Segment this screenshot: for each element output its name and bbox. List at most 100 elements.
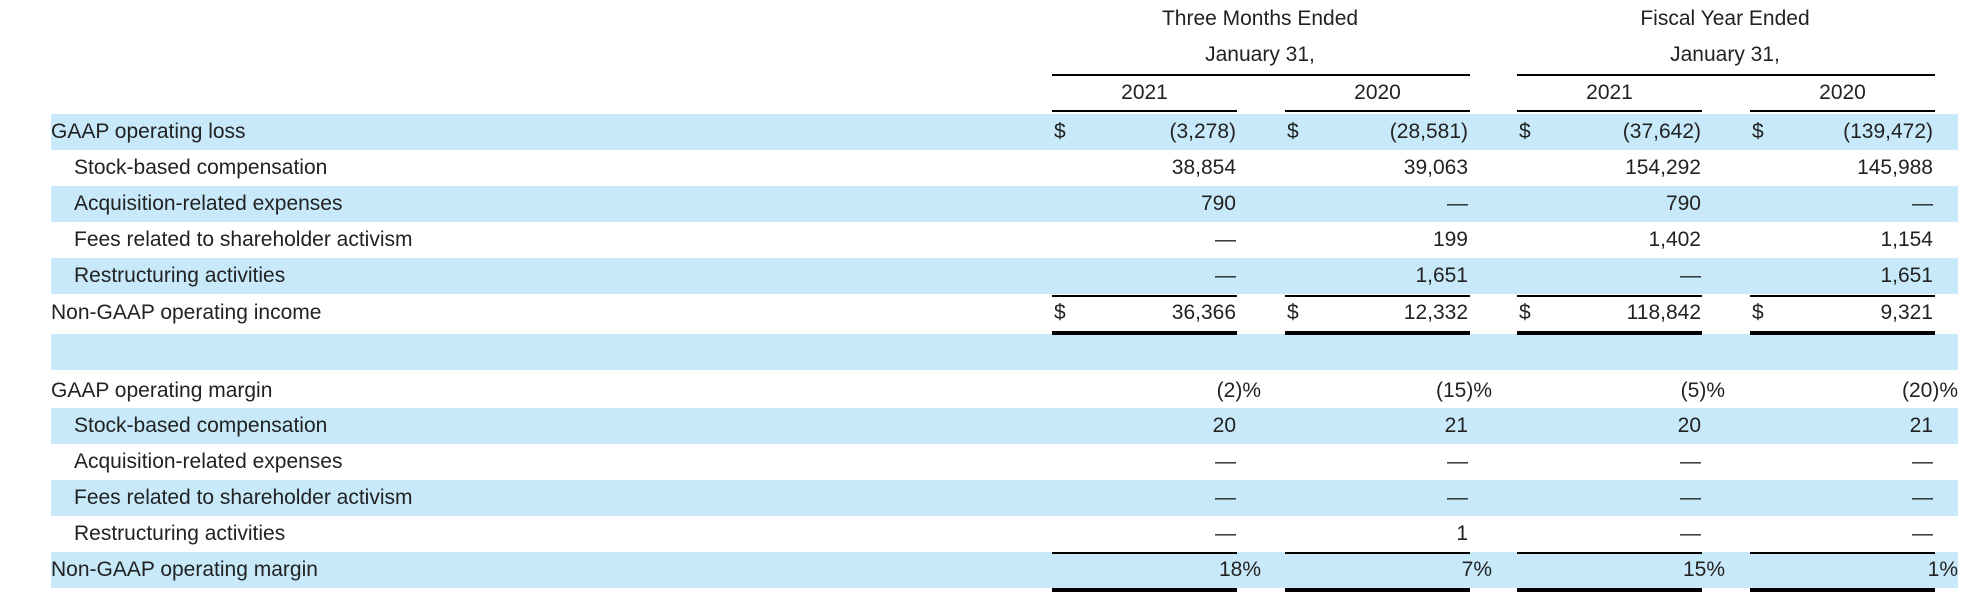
value-cell: — — [1680, 486, 1701, 509]
value-cell: 38,854 — [1171, 156, 1236, 179]
table-row: Restructuring activities — 1,651 — 1,651 — [51, 258, 1958, 294]
row-label: Stock-based compensation — [74, 156, 328, 179]
value-cell: — — [1912, 486, 1933, 509]
header-rule-fiscal-year — [1517, 74, 1935, 76]
table-row: Non-GAAP operating margin 18% 7% 15% 1% — [51, 552, 1958, 588]
row-label: Non-GAAP operating margin — [51, 558, 318, 581]
subtotal-rule — [1517, 552, 1702, 554]
value-cell: 21 — [1444, 414, 1468, 437]
row-label: GAAP operating margin — [51, 379, 273, 402]
value-cell: — — [1680, 450, 1701, 473]
subtotal-rule — [1052, 552, 1237, 554]
currency-symbol: $ — [1287, 120, 1299, 143]
header-fiscal-year-line2: January 31, — [1670, 43, 1780, 66]
table-row: Acquisition-related expenses — — — — — [51, 444, 1958, 480]
row-label: GAAP operating loss — [51, 120, 246, 143]
year-rule-col1 — [1052, 110, 1237, 112]
value-cell: (20)% — [1901, 379, 1958, 402]
value-cell: 18% — [1218, 558, 1261, 581]
row-label: Restructuring activities — [74, 264, 286, 287]
table-row: GAAP operating margin (2)% (15)% (5)% (20)% — [51, 373, 1958, 409]
header-three-months-line1: Three Months Ended — [1161, 7, 1359, 30]
total-double-rule — [1285, 588, 1470, 592]
total-double-rule — [1750, 588, 1935, 592]
subtotal-rule — [1750, 295, 1935, 297]
value-cell: 12,332 — [1403, 301, 1468, 324]
currency-symbol: $ — [1519, 301, 1531, 324]
table-row: Stock-based compensation 38,854 39,063 154,… — [51, 150, 1958, 186]
total-double-rule — [1517, 331, 1702, 335]
currency-symbol: $ — [1752, 120, 1764, 143]
total-double-rule — [1052, 588, 1237, 592]
header-fiscal-year-line1: Fiscal Year Ended — [1640, 7, 1810, 30]
total-double-rule — [1517, 588, 1702, 592]
value-cell: — — [1215, 450, 1236, 473]
row-label: Stock-based compensation — [74, 414, 328, 437]
table-row — [51, 334, 1958, 370]
currency-symbol: $ — [1054, 120, 1066, 143]
value-cell: (3,278) — [1169, 120, 1236, 143]
subtotal-rule — [1052, 295, 1237, 297]
value-cell: (139,472) — [1843, 120, 1933, 143]
value-cell: — — [1215, 228, 1236, 251]
value-cell: 20 — [1212, 414, 1236, 437]
year-header-col4: 2020 — [1819, 81, 1866, 104]
currency-symbol: $ — [1752, 301, 1764, 324]
table-row: Restructuring activities — 1 — — — [51, 516, 1958, 552]
value-cell: 145,988 — [1857, 156, 1933, 179]
value-cell: — — [1680, 522, 1701, 545]
value-cell: 9,321 — [1880, 301, 1933, 324]
value-cell: 15% — [1682, 558, 1725, 581]
table-row: Fees related to shareholder activism — — — — — [51, 480, 1958, 516]
value-cell: 154,292 — [1625, 156, 1701, 179]
table-row: Non-GAAP operating income $36,366 $12,332 $… — [51, 295, 1958, 331]
subtotal-rule — [1517, 295, 1702, 297]
subtotal-rule — [1285, 552, 1470, 554]
value-cell: 39,063 — [1403, 156, 1468, 179]
value-cell: — — [1912, 450, 1933, 473]
currency-symbol: $ — [1054, 301, 1066, 324]
value-cell: (5)% — [1680, 379, 1725, 402]
value-cell: 1,651 — [1415, 264, 1468, 287]
value-cell: — — [1215, 486, 1236, 509]
row-label: Fees related to shareholder activism — [74, 228, 413, 251]
value-cell: — — [1447, 192, 1468, 215]
value-cell: 118,842 — [1626, 301, 1701, 324]
row-label: Restructuring activities — [74, 522, 286, 545]
year-header-col2: 2020 — [1354, 81, 1401, 104]
value-cell: — — [1680, 264, 1701, 287]
value-cell: — — [1215, 264, 1236, 287]
year-rule-col4 — [1750, 110, 1935, 112]
value-cell: (2)% — [1216, 379, 1261, 402]
year-rule-col3 — [1517, 110, 1702, 112]
subtotal-rule — [1750, 552, 1935, 554]
row-label: Fees related to shareholder activism — [74, 486, 413, 509]
year-rule-col2 — [1285, 110, 1470, 112]
value-cell: — — [1447, 450, 1468, 473]
total-double-rule — [1052, 331, 1237, 335]
header-three-months-line2: January 31, — [1205, 43, 1315, 66]
year-header-col3: 2021 — [1586, 81, 1633, 104]
table-row: Acquisition-related expenses 790 — 790 — — [51, 186, 1958, 222]
value-cell: 1,402 — [1648, 228, 1701, 251]
value-cell: — — [1447, 486, 1468, 509]
value-cell: (15)% — [1435, 379, 1492, 402]
row-label: Acquisition-related expenses — [74, 192, 343, 215]
subtotal-rule — [1285, 295, 1470, 297]
header-rule-three-months — [1052, 74, 1470, 76]
value-cell: 199 — [1432, 228, 1468, 251]
total-double-rule — [1285, 331, 1470, 335]
value-cell: — — [1215, 522, 1236, 545]
value-cell: 1 — [1456, 522, 1468, 545]
value-cell: 1% — [1927, 558, 1958, 581]
value-cell: (28,581) — [1389, 120, 1468, 143]
table-row: Stock-based compensation 20 21 20 21 — [51, 408, 1958, 444]
row-label: Acquisition-related expenses — [74, 450, 343, 473]
table-row: Fees related to shareholder activism — 199… — [51, 222, 1958, 258]
value-cell: 1,651 — [1880, 264, 1933, 287]
row-label: Non-GAAP operating income — [51, 301, 322, 324]
year-header-col1: 2021 — [1121, 81, 1168, 104]
table-row: GAAP operating loss $ (3,278) $ (28,581) $ (37… — [51, 114, 1958, 150]
value-cell: — — [1912, 192, 1933, 215]
value-cell: 20 — [1677, 414, 1701, 437]
